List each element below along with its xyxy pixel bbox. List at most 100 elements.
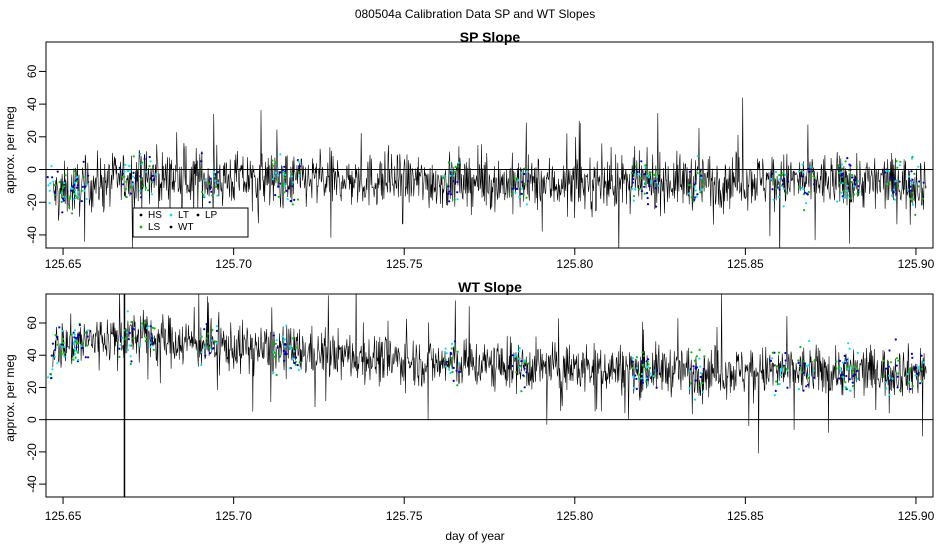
calibration-point [144, 186, 147, 189]
calibration-point [63, 185, 66, 188]
calibration-point [274, 194, 277, 197]
calibration-point [845, 374, 848, 378]
calibration-point [149, 325, 152, 328]
calibration-point [692, 365, 695, 368]
calibration-point [882, 375, 885, 378]
calibration-point [657, 184, 660, 187]
calibration-point [694, 182, 697, 185]
calibration-point [272, 334, 275, 337]
calibration-point [521, 180, 524, 184]
calibration-point [74, 353, 77, 356]
calibration-point [444, 358, 447, 361]
calibration-point [693, 359, 697, 362]
calibration-point [49, 373, 53, 376]
calibration-point [289, 199, 292, 203]
calibration-point [205, 337, 208, 340]
calibration-point [695, 366, 699, 369]
calibration-point [78, 323, 81, 327]
calibration-point [129, 362, 132, 366]
calibration-point [911, 178, 914, 181]
calibration-point [61, 337, 65, 341]
calibration-point [634, 374, 637, 377]
calibration-point [60, 343, 63, 346]
calibration-point [849, 389, 852, 392]
calibration-point [141, 185, 145, 188]
calibration-point [839, 181, 842, 184]
calibration-point [149, 346, 152, 349]
calibration-point [806, 383, 810, 386]
calibration-point [649, 366, 652, 370]
calibration-point [779, 369, 782, 372]
calibration-point [87, 174, 90, 177]
calibration-point [127, 170, 130, 173]
calibration-point [56, 362, 59, 365]
calibration-point [53, 355, 57, 358]
calibration-point [802, 371, 806, 374]
calibration-point [122, 183, 125, 186]
calibration-point [885, 182, 888, 186]
calibration-point [906, 188, 909, 191]
calibration-point [842, 196, 845, 199]
calibration-point [272, 174, 276, 177]
calibration-point [773, 178, 776, 181]
calibration-point [841, 172, 844, 175]
calibration-point [849, 364, 852, 367]
calibration-point [152, 348, 155, 351]
calibration-point [525, 203, 529, 206]
calibration-point [784, 351, 787, 355]
calibration-point [125, 331, 129, 334]
calibration-point [130, 321, 133, 324]
calibration-point [848, 197, 851, 200]
calibration-point [134, 176, 137, 180]
calibration-point [63, 181, 66, 185]
calibration-point [208, 346, 211, 349]
calibration-point [296, 198, 300, 201]
calibration-point [769, 359, 773, 362]
calibration-point [74, 174, 78, 177]
calibration-point [847, 342, 850, 345]
data-trace [52, 97, 927, 248]
calibration-point [647, 363, 650, 366]
calibration-point [640, 372, 644, 376]
calibration-point [840, 191, 843, 194]
calibration-point [776, 365, 779, 368]
calibration-point [785, 368, 789, 371]
calibration-point [812, 171, 815, 174]
calibration-point [126, 348, 129, 352]
calibration-point [888, 393, 891, 396]
calibration-point [802, 360, 806, 363]
calibration-point [85, 344, 89, 347]
calibration-point [806, 364, 809, 367]
calibration-point [846, 184, 849, 187]
calibration-point [450, 347, 453, 350]
calibration-point [48, 189, 51, 192]
calibration-point [631, 360, 634, 363]
calibration-point [838, 165, 841, 168]
x-tick-label: 125.90 [898, 257, 935, 271]
calibration-point [518, 366, 521, 369]
calibration-point [647, 378, 650, 381]
calibration-point [149, 160, 152, 163]
calibration-point [50, 377, 53, 380]
calibration-point [84, 356, 87, 359]
calibration-point [907, 382, 911, 385]
calibration-point [68, 197, 71, 200]
calibration-point [771, 172, 774, 175]
calibration-point [215, 342, 218, 345]
calibration-point [648, 174, 651, 177]
calibration-point [699, 384, 702, 387]
calibration-point [645, 380, 648, 383]
calibration-point [453, 340, 457, 343]
calibration-point [453, 198, 456, 201]
y-tick-label: 40 [25, 348, 39, 362]
calibration-point [63, 189, 66, 192]
calibration-point [851, 369, 854, 372]
calibration-point [887, 170, 890, 173]
calibration-point [639, 177, 642, 180]
sp-slope-panel: SP Slope approx. per meg 125.65 125.70 125… [3, 29, 935, 271]
calibration-point [286, 198, 289, 201]
calibration-point [847, 367, 850, 370]
figure-title: 080504a Calibration Data SP and WT Slope… [355, 7, 595, 21]
calibration-point [844, 195, 848, 198]
